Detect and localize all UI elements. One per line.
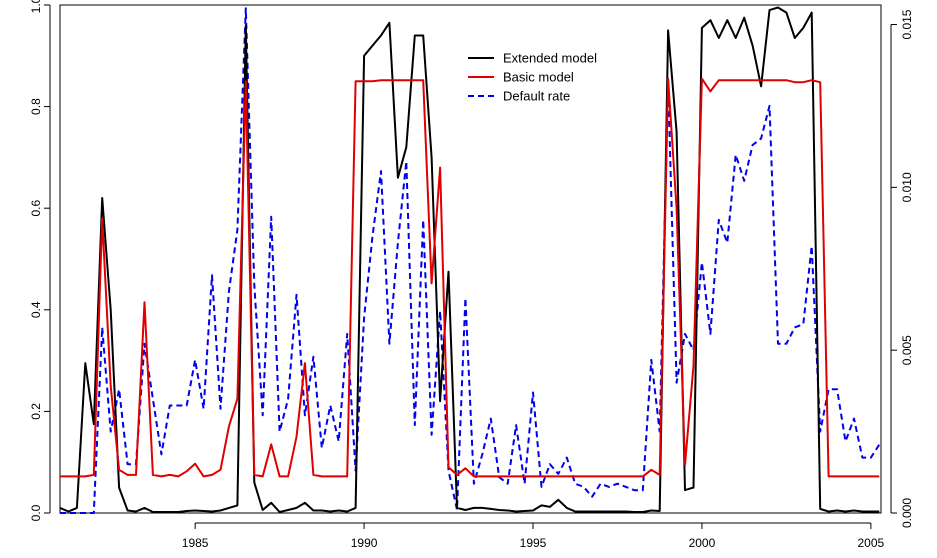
y-right-tick-label: 0.000	[900, 498, 914, 528]
y-left-tick-label: 0.4	[29, 301, 43, 318]
y-left-tick-label: 1.0	[29, 0, 43, 13]
x-tick-label: 1985	[182, 536, 209, 550]
x-tick-label: 1995	[520, 536, 547, 550]
y-right-tick-label: 0.005	[900, 335, 914, 365]
series-line-extended-model	[59, 6, 880, 513]
y-right-tick-label: 0.015	[900, 9, 914, 39]
series-line-basic-model	[60, 77, 880, 478]
legend-label: Default rate	[503, 89, 570, 104]
legend: Extended model Basic model Default rate	[468, 51, 597, 104]
y-left-tick-label: 0.2	[29, 403, 43, 420]
legend-label: Basic model	[503, 70, 574, 85]
series-layer	[59, 6, 881, 514]
y-left-tick-label: 0.6	[29, 200, 43, 217]
y-right-tick-label: 0.010	[900, 172, 914, 202]
x-tick-label: 2000	[689, 536, 716, 550]
plot-frame	[59, 4, 882, 514]
x-tick-label: 1990	[351, 536, 378, 550]
axes: 1985 1990 1995 2000 2005 0.0 0.2 0.4 0.6 0.8 1.0 0.…	[29, 0, 914, 550]
y-left-tick-label: 0.8	[29, 98, 43, 115]
series-line-default-rate	[60, 7, 881, 514]
y-left-tick-label: 0.0	[29, 504, 43, 521]
x-tick-label: 2005	[858, 536, 885, 550]
legend-label: Extended model	[503, 51, 597, 66]
